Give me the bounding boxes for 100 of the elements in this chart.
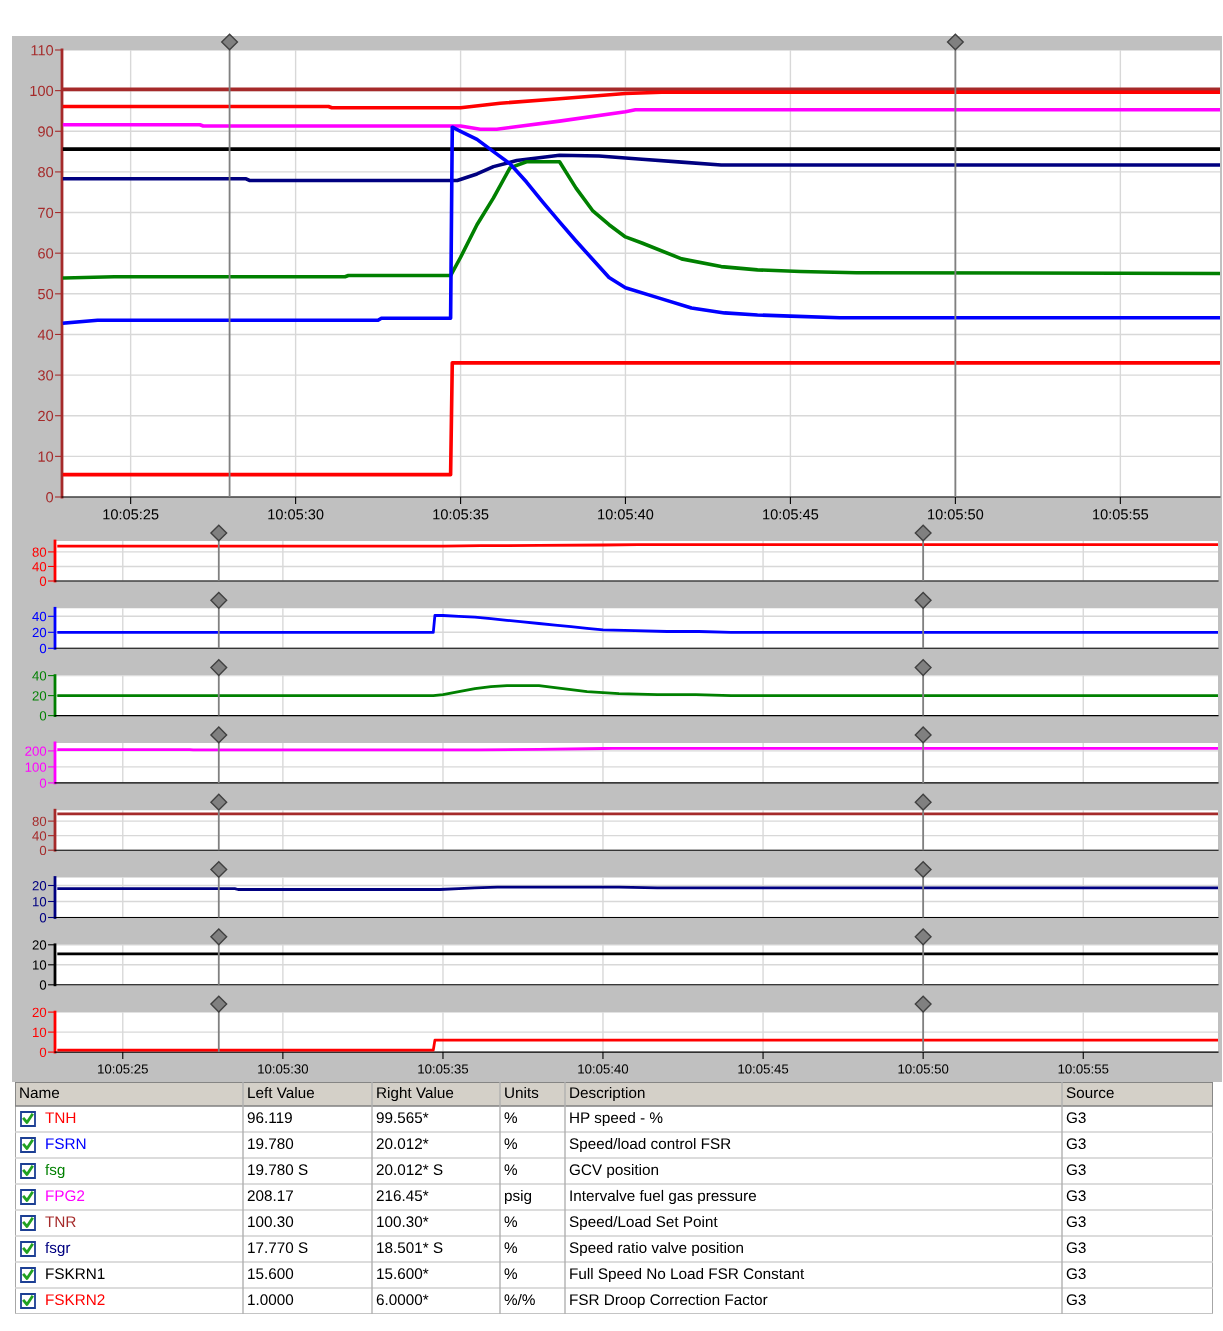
y-tick-label: 20 [32, 1007, 47, 1018]
text: HP speed - % [570, 1111, 663, 1127]
x-tick-label: 10:05:50 [928, 509, 984, 520]
text: FSKRN2 [46, 1294, 105, 1306]
x-tick-label: 10:05:35 [433, 509, 489, 520]
text: G3 [1066, 1190, 1086, 1202]
x-tick-label: 10:05:40 [578, 1064, 629, 1074]
y-tick-label: 40 [32, 831, 47, 841]
y-tick-label: 40 [32, 562, 47, 572]
x-tick-label: 10:05:55 [1093, 509, 1149, 520]
text: Speed/Load Set Point [569, 1215, 718, 1231]
text: 1.0000 [248, 1294, 294, 1306]
text: 19.780 S [248, 1164, 308, 1176]
text: Right Value [377, 1086, 454, 1102]
text: %/% [504, 1293, 535, 1306]
text: 100.30* [377, 1216, 429, 1228]
text: 15.600* [377, 1268, 429, 1280]
text: Full Speed No Load FSR Constant [570, 1267, 805, 1283]
text: TNH [45, 1112, 76, 1123]
x-tick-label: 10:05:30 [268, 509, 324, 520]
text: 99.565* [376, 1112, 429, 1124]
text: G3 [1066, 1268, 1086, 1280]
text: G3 [1066, 1112, 1086, 1124]
text: 15.600 [248, 1268, 294, 1280]
x-tick-label: 10:05:40 [598, 509, 654, 520]
y-tick-label: 60 [38, 248, 54, 259]
y-tick-label: 100 [30, 85, 54, 97]
y-tick-label: 30 [38, 370, 54, 381]
text: psig [504, 1189, 532, 1205]
text: 18.501* S [377, 1242, 443, 1254]
x-tick-label: 10:05:55 [1058, 1064, 1109, 1074]
y-tick-label: 0 [39, 778, 47, 788]
y-tick-label: 110 [31, 45, 54, 56]
y-tick-label: 200 [25, 746, 47, 756]
y-tick-label: 70 [38, 207, 54, 218]
y-tick-label: 80 [38, 167, 54, 178]
text: Left Value [248, 1086, 314, 1099]
text: % [504, 1216, 518, 1228]
y-tick-label: 20 [32, 940, 47, 950]
text: Source [1066, 1087, 1114, 1099]
text: 19.780 [248, 1138, 294, 1150]
y-tick-label: 0 [39, 711, 47, 721]
y-tick-label: 50 [38, 288, 54, 300]
text: G3 [1066, 1242, 1086, 1254]
text: G3 [1066, 1294, 1086, 1306]
text: Description [570, 1086, 645, 1102]
x-tick-label: 10:05:45 [763, 509, 819, 520]
text: TNR [45, 1216, 76, 1227]
y-tick-label: 10 [38, 451, 54, 462]
y-tick-label: 0 [39, 980, 47, 990]
text: 96.119 [247, 1112, 292, 1124]
text: 17.770 S [248, 1242, 308, 1254]
text: % [504, 1138, 518, 1150]
y-tick-label: 0 [39, 845, 47, 856]
text: FSR Droop Correction Factor [570, 1293, 768, 1309]
text: Units [505, 1086, 539, 1099]
y-tick-label: 40 [32, 611, 47, 622]
y-tick-label: 40 [37, 329, 54, 340]
y-tick-label: 40 [32, 671, 47, 681]
y-tick-label: 0 [39, 643, 47, 654]
x-tick-label: 10:05:50 [898, 1064, 949, 1074]
x-tick-label: 10:05:35 [418, 1064, 469, 1074]
y-tick-label: 80 [32, 547, 47, 557]
y-tick-label: 20 [32, 691, 47, 701]
y-tick-label: 80 [32, 816, 47, 827]
text: FPG2 [46, 1190, 85, 1202]
x-tick-label: 10:05:45 [738, 1064, 789, 1074]
text: fsg [45, 1163, 65, 1179]
text: Speed/load control FSR [569, 1137, 731, 1153]
text: G3 [1066, 1138, 1086, 1150]
text: 216.45* [376, 1190, 429, 1202]
text: 20.012* S [376, 1164, 443, 1176]
y-tick-label: 0 [39, 1047, 47, 1058]
y-tick-label: 0 [46, 492, 54, 503]
y-tick-label: 10 [33, 960, 47, 970]
y-tick-label: 0 [39, 913, 47, 923]
text: % [504, 1242, 518, 1254]
text: Speed ratio valve position [569, 1241, 743, 1257]
text: G3 [1066, 1164, 1086, 1176]
y-tick-label: 20 [32, 627, 47, 638]
text: Intervalve fuel gas pressure [570, 1189, 756, 1205]
text: % [504, 1164, 518, 1176]
x-tick-label: 10:05:30 [258, 1064, 309, 1074]
y-tick-label: 20 [38, 410, 54, 422]
text: 20.012* [376, 1138, 429, 1150]
y-tick-label: 100 [25, 762, 47, 772]
text: FSKRN1 [46, 1268, 105, 1280]
y-tick-label: 20 [32, 881, 47, 891]
text: G3 [1066, 1216, 1086, 1228]
y-tick-label: 10 [33, 1027, 47, 1038]
text: % [504, 1112, 518, 1124]
x-tick-label: 10:05:25 [98, 1064, 148, 1074]
text: 100.30 [248, 1216, 294, 1228]
text: GCV position [569, 1163, 659, 1179]
text: 208.17 [247, 1190, 293, 1202]
y-tick-label: 0 [39, 576, 47, 586]
y-tick-label: 90 [38, 126, 54, 137]
x-tick-label: 10:05:25 [103, 509, 159, 520]
text: 6.0000* [376, 1294, 429, 1306]
text: FSRN [46, 1138, 86, 1150]
